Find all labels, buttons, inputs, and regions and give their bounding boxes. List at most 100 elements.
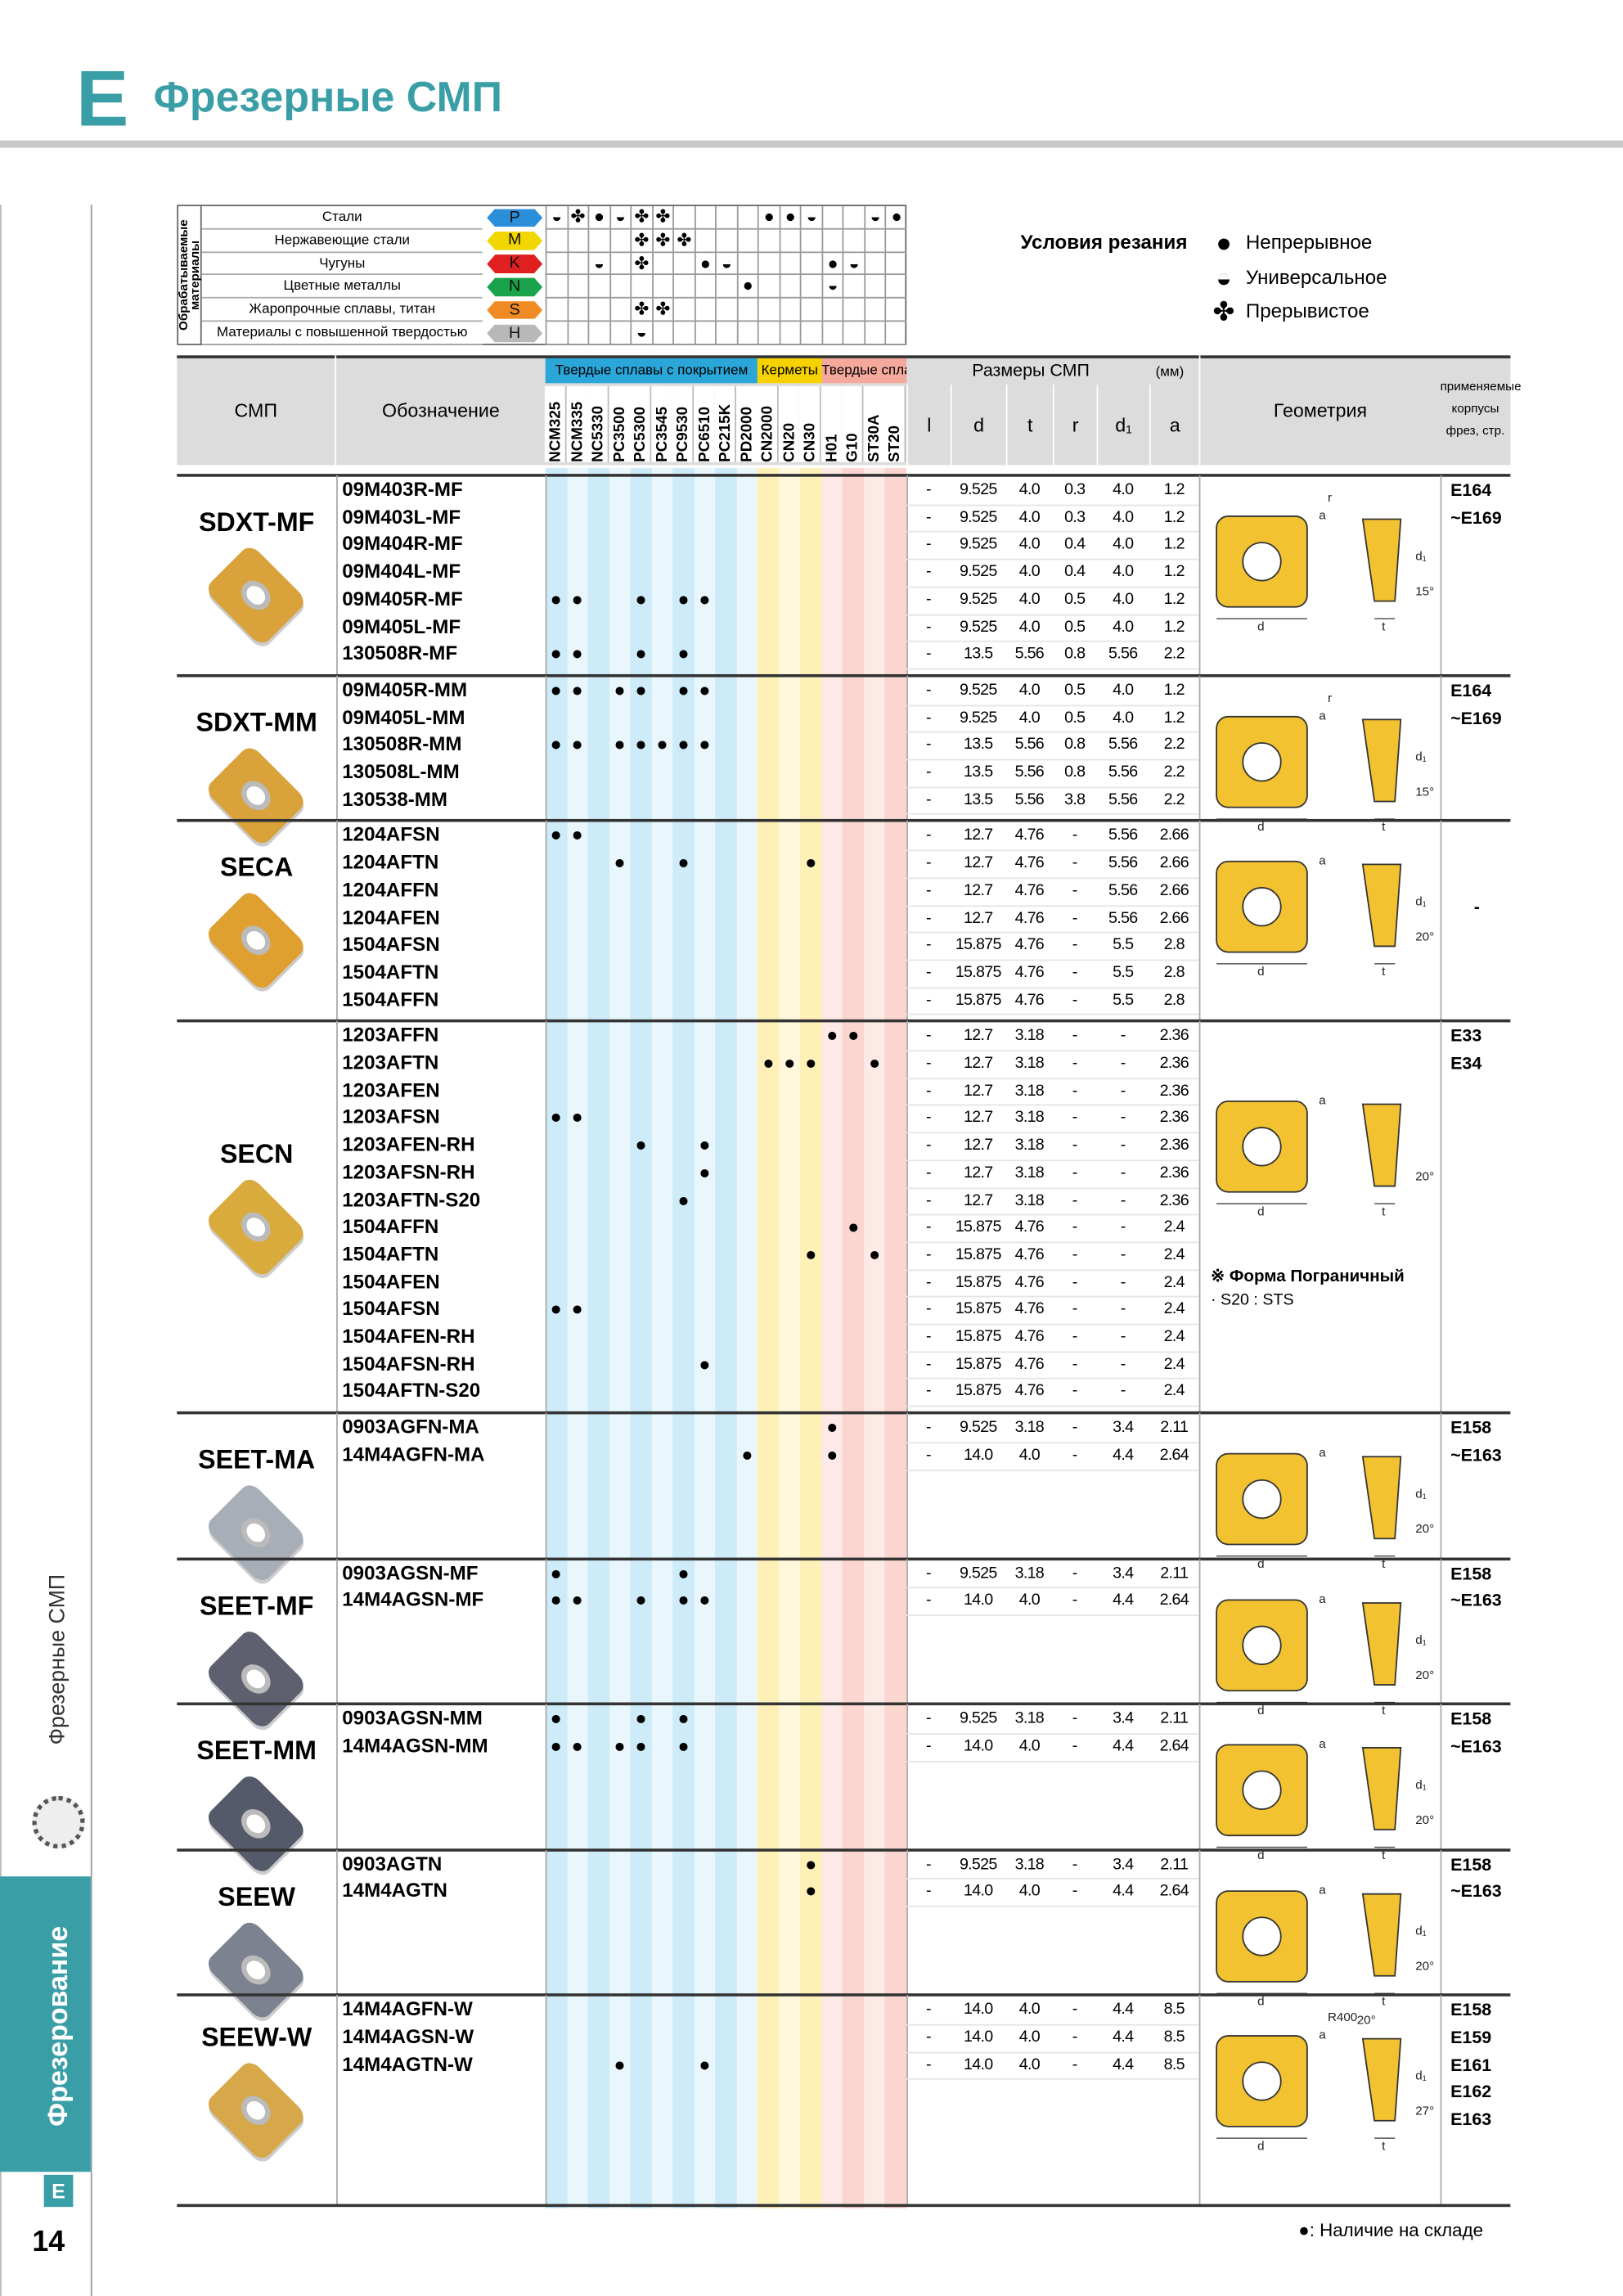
header-designation: Обозначение: [382, 398, 500, 421]
dimension: -: [926, 709, 932, 727]
column-rule: [1440, 1995, 1442, 2207]
stock-dot: ●: [805, 1852, 817, 1875]
dimension: 2.36: [1159, 1027, 1189, 1045]
dimension: 15.875: [955, 1355, 1002, 1373]
dimension: 1.2: [1163, 618, 1185, 636]
dimension: 4.0: [1018, 481, 1041, 499]
dimension: 0.5: [1064, 618, 1086, 636]
dimension: -: [1120, 1109, 1126, 1127]
material-cell: [885, 322, 907, 345]
geometry-label: t: [1382, 1994, 1386, 2008]
material-cell: [800, 252, 822, 276]
dimension: 15.875: [955, 1382, 1002, 1401]
material-cell: [758, 229, 780, 253]
row-rule: [906, 904, 1199, 907]
designation: 1203AFFN: [342, 1024, 439, 1047]
material-cell: [843, 275, 865, 299]
grade-name: PC6510: [694, 385, 716, 462]
insert-hole: [235, 574, 276, 616]
dimension: 2.8: [1163, 936, 1185, 954]
grade-stripe: [864, 467, 886, 2208]
column-rule: [336, 1558, 338, 1704]
material-cell: ◒: [864, 206, 886, 230]
sidebar-section: Фрезерные СМП: [45, 1574, 70, 1745]
stock-dot: ●: [699, 1160, 711, 1183]
geometry-header: Геометрия: [1198, 355, 1441, 466]
dimension: 14.0: [964, 2028, 993, 2046]
page-ref: E164: [1450, 679, 1492, 700]
teal-box: [0, 1876, 91, 2172]
dimension: 2.36: [1159, 1164, 1189, 1182]
designation: 09M403R-MF: [342, 478, 463, 501]
page-ref: E162: [1450, 2081, 1492, 2102]
geometry-drawing: ra d₁ 15° d t: [1216, 491, 1434, 633]
material-cell: ✤: [651, 206, 673, 230]
dimension: 2.66: [1159, 908, 1189, 927]
stock-dot: ●: [677, 733, 690, 755]
material-cell: [843, 229, 865, 253]
dimension: 5.56: [1014, 763, 1045, 781]
dimension: -: [1120, 1191, 1126, 1209]
geometry-label: d: [1257, 1557, 1264, 1571]
geometry-label: r: [1328, 691, 1332, 705]
stock-dot: ●: [614, 2052, 626, 2075]
designation: 0903AGSN-MM: [342, 1707, 483, 1729]
dimension: -: [926, 1355, 932, 1373]
group-rule: [177, 1020, 1511, 1023]
dimension: 12.7: [964, 908, 993, 927]
stock-dot: ●: [571, 823, 583, 846]
dimension: -: [1120, 1054, 1126, 1073]
stock-dot: ●: [550, 823, 562, 846]
geometry-label: d₁: [1415, 550, 1427, 564]
insert-name: SECA: [219, 853, 294, 883]
legend-label: Прерывистое: [1245, 299, 1369, 322]
dimension: -: [926, 1082, 932, 1100]
dimension: -: [926, 963, 932, 982]
material-cell: ✤: [630, 298, 652, 322]
dimension: -: [1120, 1218, 1126, 1236]
geometry-drawing: a d₁ 20° d t: [1216, 854, 1434, 979]
geometry-label: t: [1382, 1848, 1386, 1862]
dimension: 14.0: [964, 2055, 993, 2073]
geometry-note: · S20 : STS: [1210, 1291, 1294, 1310]
row-rule: [906, 1014, 1199, 1015]
page-ref: E158: [1450, 1562, 1492, 1584]
dimension: 4.0: [1018, 1882, 1041, 1901]
stock-dot: ●: [805, 851, 817, 874]
dimension: 5.56: [1108, 790, 1138, 808]
legend-label: Непрерывное: [1245, 231, 1373, 254]
material-cell: [885, 275, 907, 299]
column-rule: [1198, 1849, 1201, 1996]
geometry-label: a: [1319, 709, 1326, 723]
designation: 1204AFFN: [342, 878, 439, 901]
material-cell: ◒: [545, 206, 567, 230]
dimension: 8.5: [1163, 2055, 1185, 2073]
row-rule: [906, 931, 1199, 934]
dimension: 4.0: [1018, 590, 1041, 609]
grade-stripe: [545, 467, 567, 2208]
material-cell: ●: [758, 206, 780, 230]
dimension: -: [926, 1382, 932, 1401]
dimension: -: [926, 1300, 932, 1318]
stock-dot: ●: [869, 1051, 881, 1074]
cutter-icon: [32, 1795, 85, 1849]
grade-name: PC5300: [630, 385, 652, 462]
dimension: 5.56: [1108, 908, 1138, 927]
dimension: -: [1072, 1709, 1078, 1728]
grade-name: ST20: [885, 385, 907, 462]
dimension: 2.64: [1159, 1882, 1189, 1901]
row-rule: [906, 1760, 1199, 1762]
stock-dot: ●: [699, 733, 711, 755]
dimension: 4.0: [1018, 2028, 1041, 2046]
row-rule: [906, 959, 1199, 961]
material-cell: [736, 206, 758, 230]
insert-profile: [1361, 518, 1402, 602]
dimension: -: [1072, 1273, 1078, 1291]
material-cell: [885, 252, 907, 276]
material-name: Цветные металлы: [201, 276, 483, 299]
stock-dot: ●: [571, 588, 583, 610]
dimension: 2.2: [1163, 645, 1185, 664]
dimension: 5.56: [1108, 645, 1138, 664]
material-cell: ●: [885, 206, 907, 230]
